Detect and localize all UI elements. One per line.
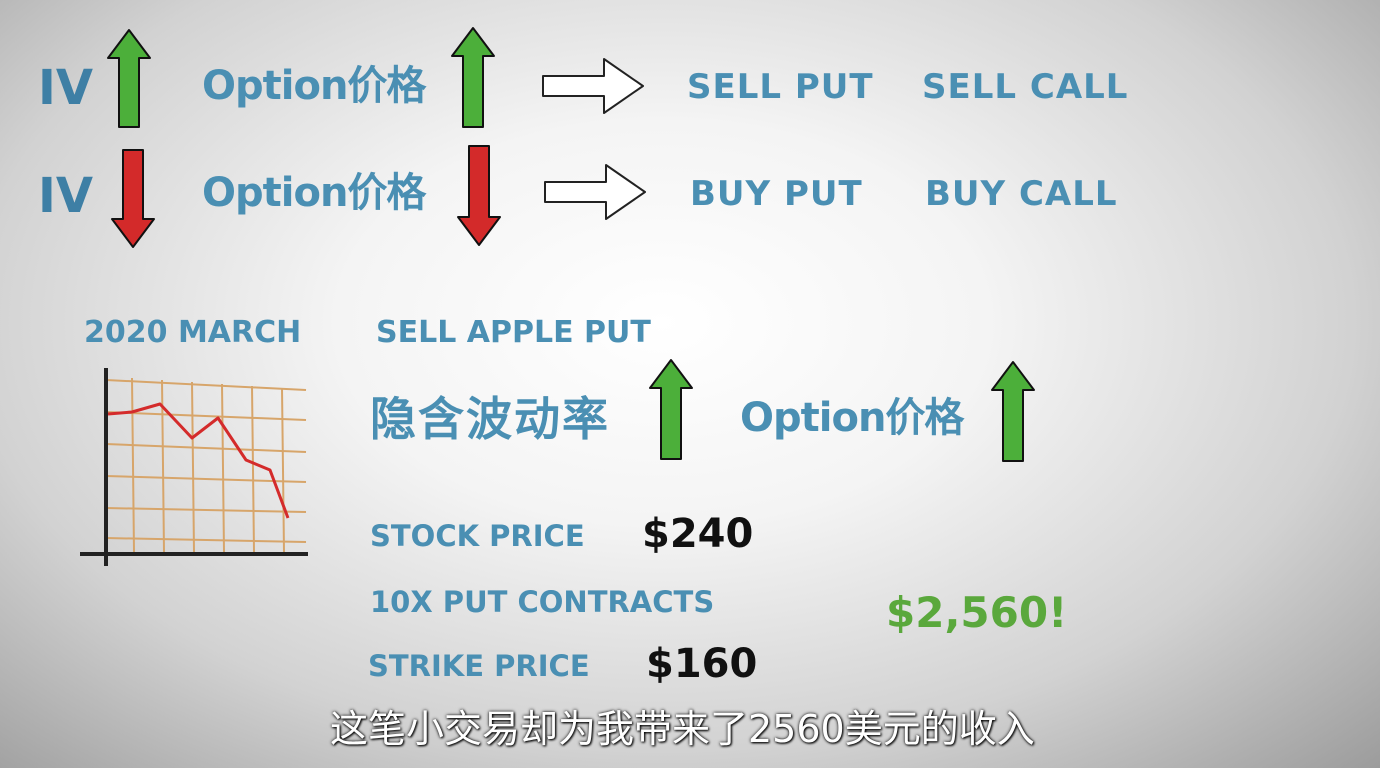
option-price-label-example: Option价格 (740, 395, 964, 441)
right-arrow-icon (542, 58, 644, 114)
down-arrow-icon (457, 145, 501, 246)
date-label: 2020 MARCH (84, 315, 302, 350)
strike-price-label: STRIKE PRICE (368, 649, 590, 683)
iv-label-row2: IV (38, 168, 94, 224)
up-arrow-icon (991, 361, 1035, 462)
option-price-label-row1: Option价格 (202, 63, 426, 109)
option-price-label-row2: Option价格 (202, 170, 426, 216)
buy-call-label: BUY CALL (925, 174, 1118, 214)
declining-price-sketch (80, 368, 308, 566)
stock-price-label: STOCK PRICE (370, 519, 585, 553)
stock-price-value: $240 (642, 511, 754, 557)
down-arrow-icon (111, 149, 155, 248)
strike-price-value: $160 (646, 641, 758, 687)
income-amount: $2,560! (886, 588, 1068, 637)
contracts-label: 10X PUT CONTRACTS (370, 585, 715, 619)
action-label: SELL APPLE PUT (376, 315, 651, 350)
sell-put-label: SELL PUT (687, 67, 874, 107)
implied-volatility-label: 隐含波动率 (370, 392, 610, 446)
buy-put-label: BUY PUT (690, 174, 863, 214)
sell-call-label: SELL CALL (922, 67, 1129, 107)
up-arrow-icon (451, 27, 495, 128)
up-arrow-icon (107, 29, 151, 128)
up-arrow-icon (649, 359, 693, 460)
right-arrow-icon (544, 164, 646, 220)
video-subtitle: 这笔小交易却为我带来了2560美元的收入 (330, 707, 1035, 751)
iv-label-row1: IV (38, 60, 94, 116)
